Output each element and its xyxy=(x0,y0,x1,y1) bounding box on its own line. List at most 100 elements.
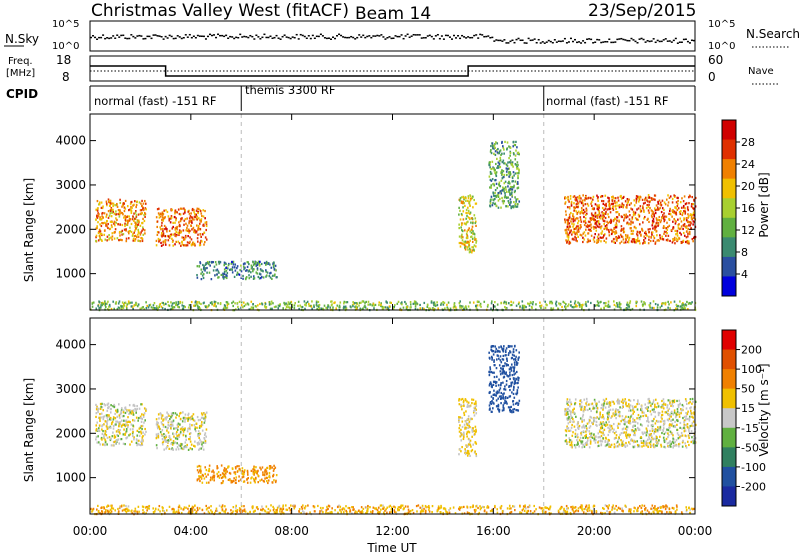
scatter-cell xyxy=(693,435,695,438)
scatter-cell xyxy=(495,394,497,397)
scatter-cell xyxy=(488,161,491,164)
scatter-cell xyxy=(142,431,144,434)
scatter-cell xyxy=(175,231,178,234)
scatter-cell xyxy=(460,212,463,216)
scatter-cell xyxy=(142,434,144,438)
scatter-cell xyxy=(468,424,471,428)
scatter-cell xyxy=(673,399,676,402)
noise-point xyxy=(192,35,195,37)
scatter-cell xyxy=(198,434,200,437)
scatter-cell xyxy=(639,205,642,208)
scatter-cell xyxy=(674,307,677,310)
scatter-cell xyxy=(184,427,186,430)
scatter-cell xyxy=(462,202,464,205)
scatter-cell xyxy=(462,399,465,402)
scatter-cell xyxy=(493,182,495,186)
scatter-cell xyxy=(571,417,574,421)
noise-point xyxy=(231,36,234,38)
scatter-cell xyxy=(686,300,688,304)
scatter-cell xyxy=(518,153,520,156)
scatter-cell xyxy=(559,303,562,306)
scatter-cell xyxy=(197,210,199,213)
scatter-cell xyxy=(268,274,271,278)
noise-point xyxy=(382,36,385,38)
scatter-cell xyxy=(181,304,184,307)
scatter-cell xyxy=(113,307,116,310)
scatter-cell xyxy=(609,428,612,432)
scatter-cell xyxy=(665,234,667,237)
scatter-cell xyxy=(465,306,467,309)
scatter-cell xyxy=(494,178,497,182)
noise-point xyxy=(178,36,181,38)
scatter-cell xyxy=(471,228,473,231)
scatter-cell xyxy=(262,270,264,273)
scatter-cell xyxy=(466,221,468,224)
scatter-cell xyxy=(386,306,389,309)
scatter-cell xyxy=(194,440,196,443)
scatter-cell xyxy=(492,345,495,348)
scatter-cell xyxy=(278,304,281,308)
noise-point xyxy=(275,34,278,37)
scatter-cell xyxy=(141,199,143,202)
scatter-cell xyxy=(265,275,267,278)
scatter-cell xyxy=(226,272,229,275)
scatter-cell xyxy=(502,393,504,396)
scatter-cell xyxy=(170,442,173,445)
scatter-cell xyxy=(568,429,570,433)
scatter-cell xyxy=(236,273,238,276)
noise-point xyxy=(543,42,546,44)
scatter-cell xyxy=(141,226,144,229)
scatter-cell xyxy=(145,301,147,304)
scatter-cell xyxy=(157,427,159,430)
scatter-cell xyxy=(610,218,612,221)
scatter-cell xyxy=(196,303,198,306)
scatter-cell xyxy=(231,467,234,471)
scatter-cell xyxy=(355,302,358,305)
scatter-cell xyxy=(615,230,617,233)
scatter-cell xyxy=(623,431,626,434)
scatter-cell xyxy=(127,302,130,305)
scatter-cell xyxy=(177,425,180,428)
scatter-cell xyxy=(609,204,611,207)
scatter-cell xyxy=(618,236,621,239)
scatter-cell xyxy=(162,217,165,220)
scatter-cell xyxy=(516,167,519,170)
scatter-cell xyxy=(170,233,173,236)
scatter-cell xyxy=(140,416,142,420)
scatter-cell xyxy=(568,207,571,210)
scatter-cell xyxy=(460,223,463,226)
scatter-cell xyxy=(166,439,169,442)
scatter-cell xyxy=(130,230,133,234)
scatter-cell xyxy=(577,301,579,304)
scatter-cell xyxy=(569,230,572,233)
scatter-cell xyxy=(581,304,584,307)
scatter-cell xyxy=(507,196,509,199)
scatter-cell xyxy=(517,302,520,306)
scatter-cell xyxy=(501,368,504,371)
scatter-cell xyxy=(576,217,579,220)
scatter-cell xyxy=(585,303,587,306)
scatter-cell xyxy=(601,206,604,210)
scatter-cell xyxy=(252,306,255,309)
scatter-cell xyxy=(472,230,474,233)
scatter-cell xyxy=(171,302,174,305)
scatter-cell xyxy=(409,300,412,304)
noise-point xyxy=(574,38,576,41)
scatter-cell xyxy=(459,218,462,221)
scatter-cell xyxy=(257,260,260,263)
freq-label-1: Freq. xyxy=(8,56,33,67)
scatter-cell xyxy=(637,218,639,221)
scatter-cell xyxy=(587,224,590,228)
scatter-cell xyxy=(681,403,684,407)
scatter-cell xyxy=(103,233,106,236)
scatter-cell xyxy=(600,240,602,243)
scatter-cell xyxy=(103,443,105,446)
noise-point xyxy=(442,38,445,40)
scatter-cell xyxy=(606,443,609,446)
scatter-cell xyxy=(389,301,391,304)
scatter-cell xyxy=(164,241,167,244)
scatter-cell xyxy=(125,420,127,423)
scatter-cell xyxy=(144,211,146,215)
noise-point xyxy=(329,38,332,40)
scatter-cell xyxy=(223,270,226,274)
